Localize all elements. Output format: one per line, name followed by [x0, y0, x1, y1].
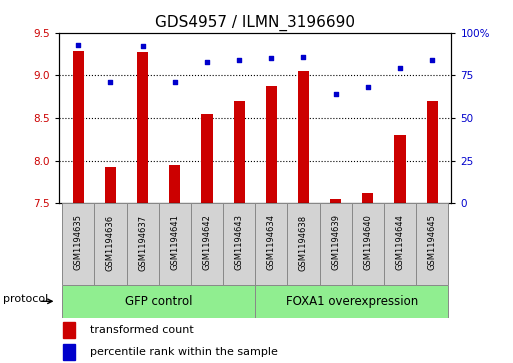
Bar — [73, 52, 84, 203]
Bar — [352, 203, 384, 285]
Point — [139, 44, 147, 49]
Text: transformed count: transformed count — [90, 325, 194, 335]
Bar — [266, 86, 277, 203]
Bar — [320, 203, 352, 285]
Point — [235, 57, 243, 63]
Bar — [255, 285, 448, 318]
Bar — [287, 203, 320, 285]
Text: GSM1194644: GSM1194644 — [396, 215, 404, 270]
Text: GSM1194636: GSM1194636 — [106, 215, 115, 270]
Bar — [169, 165, 181, 203]
Bar — [416, 203, 448, 285]
Text: GSM1194641: GSM1194641 — [170, 215, 180, 270]
Bar — [426, 101, 438, 203]
Bar — [137, 52, 148, 203]
Text: GSM1194635: GSM1194635 — [74, 215, 83, 270]
Title: GDS4957 / ILMN_3196690: GDS4957 / ILMN_3196690 — [155, 15, 355, 31]
Text: GSM1194643: GSM1194643 — [234, 215, 244, 270]
Bar — [223, 203, 255, 285]
Text: GSM1194642: GSM1194642 — [203, 215, 211, 270]
Text: GFP control: GFP control — [125, 295, 192, 308]
Text: GSM1194640: GSM1194640 — [363, 215, 372, 270]
Bar — [127, 203, 159, 285]
Point — [267, 55, 275, 61]
Bar — [384, 203, 416, 285]
Point — [331, 91, 340, 97]
Bar — [94, 203, 127, 285]
Bar — [105, 167, 116, 203]
Text: GSM1194638: GSM1194638 — [299, 215, 308, 270]
Text: FOXA1 overexpression: FOXA1 overexpression — [286, 295, 418, 308]
Bar — [63, 322, 75, 338]
Point — [171, 79, 179, 85]
Bar — [362, 193, 373, 203]
Point — [106, 79, 114, 85]
Point — [74, 42, 83, 48]
Bar — [201, 114, 212, 203]
Point — [396, 66, 404, 72]
Text: protocol: protocol — [3, 294, 48, 305]
Text: GSM1194639: GSM1194639 — [331, 215, 340, 270]
Text: GSM1194645: GSM1194645 — [428, 215, 437, 270]
Point — [203, 59, 211, 65]
Point — [364, 84, 372, 90]
Text: percentile rank within the sample: percentile rank within the sample — [90, 347, 278, 357]
Text: GSM1194637: GSM1194637 — [138, 215, 147, 270]
Bar — [394, 135, 406, 203]
Point — [300, 54, 308, 60]
Bar — [159, 203, 191, 285]
Point — [428, 57, 436, 63]
Text: GSM1194634: GSM1194634 — [267, 215, 276, 270]
Bar — [63, 344, 75, 359]
Bar — [62, 285, 255, 318]
Bar — [330, 199, 341, 203]
Bar — [191, 203, 223, 285]
Bar — [255, 203, 287, 285]
Bar — [233, 101, 245, 203]
Bar — [298, 71, 309, 203]
Bar — [62, 203, 94, 285]
